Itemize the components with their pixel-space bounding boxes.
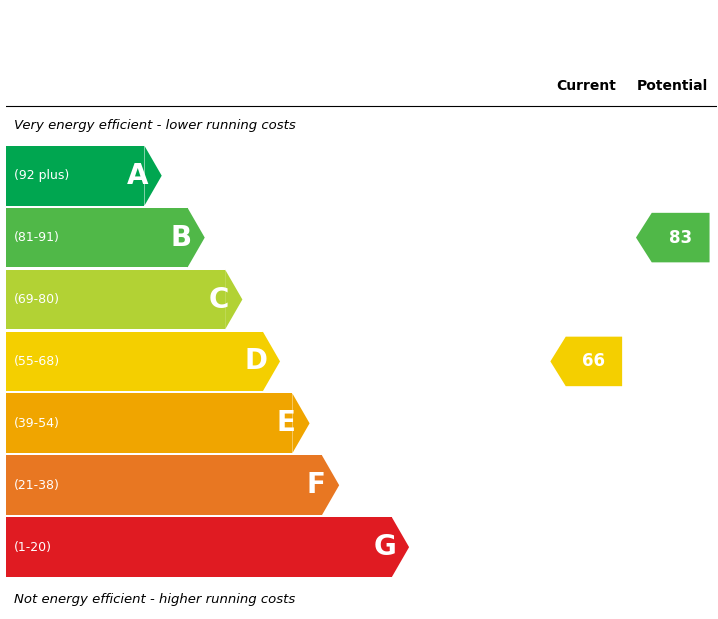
Polygon shape — [225, 270, 243, 329]
Text: Very energy efficient - lower running costs: Very energy efficient - lower running co… — [14, 119, 296, 132]
Polygon shape — [292, 394, 309, 453]
FancyBboxPatch shape — [6, 270, 225, 329]
Polygon shape — [144, 146, 162, 206]
Text: (55-68): (55-68) — [14, 355, 60, 368]
Text: Not energy efficient - higher running costs: Not energy efficient - higher running co… — [14, 592, 295, 605]
Text: C: C — [208, 285, 229, 313]
Polygon shape — [263, 332, 280, 391]
Text: 66: 66 — [582, 352, 605, 370]
FancyBboxPatch shape — [6, 332, 263, 391]
Text: (21-38): (21-38) — [14, 478, 60, 491]
Text: (1-20): (1-20) — [14, 540, 52, 553]
FancyBboxPatch shape — [6, 394, 292, 453]
Polygon shape — [392, 517, 409, 577]
FancyBboxPatch shape — [6, 456, 322, 515]
Polygon shape — [187, 208, 205, 267]
Text: Energy Efficiency Rating: Energy Efficiency Rating — [18, 19, 401, 47]
Polygon shape — [551, 337, 622, 386]
Text: B: B — [170, 223, 192, 251]
Text: Potential: Potential — [637, 79, 709, 93]
Text: E: E — [276, 409, 295, 437]
Text: (92 plus): (92 plus) — [14, 169, 69, 182]
Polygon shape — [636, 213, 709, 262]
Text: D: D — [245, 347, 268, 375]
Text: G: G — [374, 533, 397, 561]
Text: A: A — [127, 162, 149, 189]
FancyBboxPatch shape — [6, 517, 392, 577]
FancyBboxPatch shape — [6, 208, 187, 267]
Polygon shape — [322, 456, 339, 515]
Text: Current: Current — [556, 79, 616, 93]
Text: 83: 83 — [669, 228, 692, 246]
FancyBboxPatch shape — [6, 146, 144, 206]
Text: (39-54): (39-54) — [14, 417, 60, 430]
Text: (69-80): (69-80) — [14, 293, 60, 306]
Text: F: F — [306, 471, 325, 500]
Text: (81-91): (81-91) — [14, 231, 60, 244]
